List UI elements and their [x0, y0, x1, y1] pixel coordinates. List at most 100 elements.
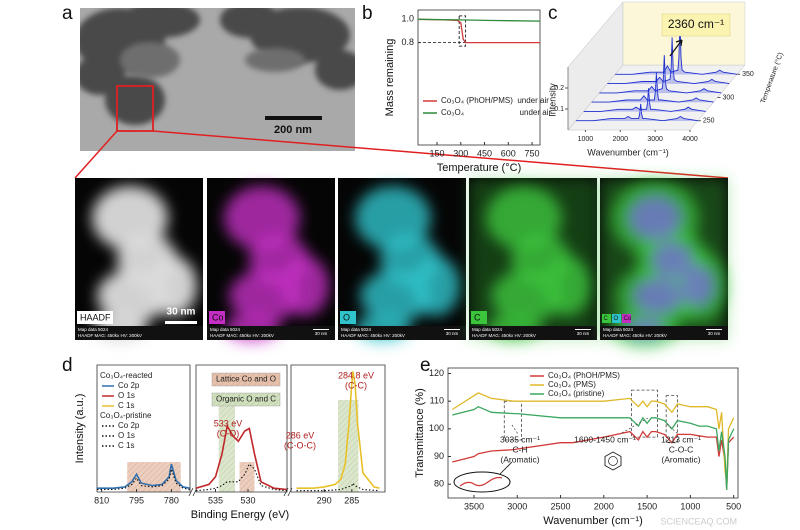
annotation: 1213 cm⁻¹: [661, 434, 701, 444]
series-line: [296, 371, 380, 489]
x-tick-label: 500: [726, 501, 741, 511]
map-label: C: [474, 312, 481, 322]
annotation: 3035 cm⁻¹: [500, 434, 540, 444]
map-blob: [681, 265, 715, 307]
legend-label: C 1s: [118, 401, 134, 410]
x-tick-label: 2000: [594, 501, 614, 511]
x-tick-label: 1000: [680, 501, 700, 511]
series-line: [97, 463, 191, 489]
map-label: C: [604, 316, 609, 322]
map-label: O: [614, 316, 619, 322]
highlight-box: [458, 15, 467, 47]
map-blob: [92, 186, 168, 250]
y-tick-label: 100: [429, 423, 444, 433]
x-axis-label: Temperature (°C): [437, 162, 521, 174]
map-blob: [651, 241, 693, 279]
map-params: HAADF MAG: 450kx HV: 200kV: [603, 333, 667, 338]
y-tick-label: 90: [434, 451, 444, 461]
map-label-box: [612, 314, 621, 323]
legend-label: Co₃O₄ (PhOH/PMS): [548, 371, 620, 380]
map-blob: [632, 277, 684, 315]
map-label-box: [471, 311, 487, 324]
z-axis-label: Temperature (°C): [759, 51, 785, 104]
x-tick-label: 4000: [682, 136, 698, 143]
annotation: 1600-1450 cm⁻¹: [574, 434, 636, 444]
plot-frame: [417, 9, 541, 146]
axis-break: [283, 487, 293, 497]
map-scale: 30 nm: [315, 331, 328, 336]
map-footer: [469, 326, 597, 340]
leader-lines: [511, 417, 679, 435]
map-blob: [412, 256, 460, 316]
map-label: Co: [212, 312, 224, 322]
x-tick-label: 3500: [464, 501, 484, 511]
series-line: [195, 423, 288, 491]
watermark: SCIENCEAQ.COM: [660, 516, 737, 526]
map-label: Co: [624, 316, 632, 322]
region-legend-hatch: [211, 392, 281, 407]
legend-label: Co₃O₄ under air: [441, 108, 551, 117]
y-axis-label: Intensity: [547, 83, 557, 117]
axis-break: [188, 487, 198, 497]
x-tick-label: 290: [317, 495, 332, 505]
panel-label: d: [62, 355, 73, 376]
legend-label: O 1s: [118, 391, 135, 400]
y-axis-label: Intensity (a.u.): [74, 394, 86, 464]
x-tick-label: 285: [344, 495, 359, 505]
map-signal: [469, 178, 597, 342]
scale-bar: [575, 329, 591, 330]
annotation: (C-C): [345, 380, 367, 390]
map-params: HAADF MAG: 450kx HV: 200kV: [472, 333, 536, 338]
x-tick-label: 450: [477, 148, 492, 158]
y-axis-label: Transmittance (%): [414, 388, 426, 477]
y-tick-label: 0.1: [554, 106, 564, 113]
zoom-line: [74, 130, 118, 179]
panel-label: c: [548, 3, 558, 24]
legend-label: Co₃O₄ (pristine): [548, 389, 605, 398]
map-footer: [600, 326, 728, 340]
region-legend-label: Lattice Co and O: [216, 375, 276, 384]
y-tick-label: 120: [429, 368, 444, 378]
tem-image: [80, 8, 355, 151]
map-params: HAADF MAG: 450kx HV: 200kV: [78, 333, 142, 338]
map-info: Map data 5024: [341, 327, 372, 332]
map-footer: [75, 326, 203, 340]
spectrum: [575, 103, 698, 122]
benzene-ring: [608, 456, 618, 466]
map-scale: 30 nm: [446, 331, 459, 336]
map-footer: [338, 326, 466, 340]
x-tick-label: 2000: [612, 136, 628, 143]
region-legend-hatch: [211, 372, 281, 387]
zoom-box: [116, 85, 154, 132]
annotation: (Aromatic): [661, 454, 700, 464]
x-tick-label: 300: [453, 148, 468, 158]
x-tick-label: 535: [208, 495, 223, 505]
series-line: [452, 430, 735, 490]
map-label-box: [209, 311, 225, 324]
series-line: [452, 405, 735, 490]
x-tick-label: 780: [164, 495, 179, 505]
legend-title: Co₃O₄-pristine: [100, 411, 152, 420]
map-info: Map data 5024: [472, 327, 503, 332]
x-tick-label: 530: [240, 495, 255, 505]
spectrum: [607, 37, 730, 85]
x-tick-label: 1000: [578, 136, 594, 143]
zoom-line: [152, 130, 729, 179]
x-tick-label: 150: [429, 148, 444, 158]
scale-bar: [313, 329, 329, 330]
annotation: C-O-C: [669, 444, 694, 454]
inset-zoom: [453, 471, 511, 493]
map-label-box: [622, 314, 631, 323]
legend-label: Co₃O₄ (PMS): [548, 380, 596, 389]
map-blob: [486, 186, 562, 250]
x-tick-label: 3000: [507, 501, 527, 511]
y-tick-label: 1.0: [401, 14, 414, 24]
series-line: [97, 467, 191, 491]
map-scale: 30 nm: [708, 331, 721, 336]
legend-label: Co 2p: [118, 421, 140, 430]
scale-bar: [165, 321, 197, 324]
map-scale: 30 nm: [577, 331, 590, 336]
